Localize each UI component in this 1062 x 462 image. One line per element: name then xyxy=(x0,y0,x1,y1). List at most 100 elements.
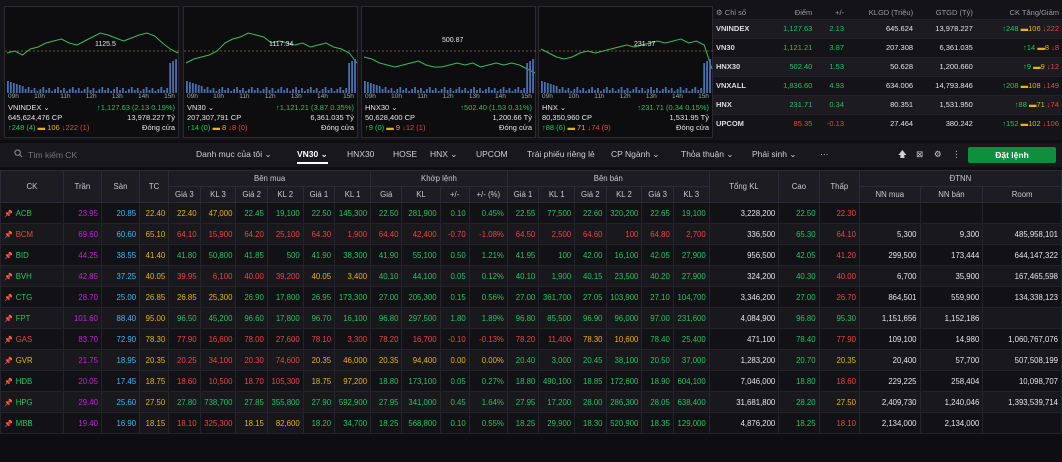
index-name[interactable]: VNINDEX ⌄ xyxy=(8,103,50,112)
bid-3-price[interactable]: 64.10 xyxy=(168,223,201,245)
bid-1-price[interactable]: 22.50 xyxy=(302,202,336,224)
tab-3[interactable]: HOSE xyxy=(393,149,418,159)
ask-2-price[interactable]: 42.00 xyxy=(574,244,607,266)
ask-2-price[interactable]: 22.60 xyxy=(574,202,607,224)
bid-2-price[interactable]: 64.20 xyxy=(235,223,268,245)
stock-code[interactable]: 📌 HDB xyxy=(0,370,64,392)
stock-row-bvh[interactable]: 📌 BVH 42.85 37.25 40.05 39.95 6,100 40.00 39,200… xyxy=(0,265,1062,287)
stock-row-gas[interactable]: 📌 GAS 83.70 72.90 78.30 77.90 16,600 78.00 27,60… xyxy=(0,328,1062,350)
ask-1-price[interactable]: 96.80 xyxy=(506,307,540,329)
index-row-vnindex[interactable]: VNINDEX 1,127.63 2.13 645.624 13,978.227 ↑248… xyxy=(713,18,1062,38)
stock-row-bid[interactable]: 📌 BID 44.25 38.55 41.40 41.80 50,800 41.85 500 41… xyxy=(0,244,1062,266)
mini-chart-hnx30[interactable]: 500.87 09h 10h 11h 12h 13h 14h 15h HNX30 ⌄ ↑502.4… xyxy=(361,6,537,138)
stock-code[interactable]: 📌 BVH xyxy=(0,265,64,287)
tab-0[interactable]: Danh mục của tôi ⌄ xyxy=(196,149,272,159)
bid-3-price[interactable]: 27.80 xyxy=(168,391,201,413)
export-icon[interactable]: ⊠ xyxy=(916,149,924,159)
ask-3-price[interactable]: 64.80 xyxy=(641,223,674,245)
pin-icon[interactable]: 📌 xyxy=(4,336,13,344)
bid-1-price[interactable]: 78.10 xyxy=(302,328,336,350)
stock-code[interactable]: 📌 MBB xyxy=(0,412,64,434)
bid-2-price[interactable]: 41.85 xyxy=(235,244,268,266)
ask-2-price[interactable]: 18.30 xyxy=(574,412,607,434)
bid-2-price[interactable]: 20.30 xyxy=(235,349,268,371)
bid-2-price[interactable]: 18.15 xyxy=(235,412,268,434)
ask-3-price[interactable]: 42.05 xyxy=(641,244,674,266)
mini-chart-vnindex[interactable]: 1125.5 09h 10h 11h 12h 13h 14h 15h VNINDEX ⌄ ↑1,1… xyxy=(4,6,180,138)
ask-1-price[interactable]: 40.10 xyxy=(506,265,540,287)
bid-2-price[interactable]: 78.00 xyxy=(235,328,268,350)
stock-code[interactable]: 📌 CTG xyxy=(0,286,64,308)
ask-2-price[interactable]: 28.00 xyxy=(574,391,607,413)
pin-icon[interactable]: 📌 xyxy=(4,357,13,365)
ask-3-price[interactable]: 27.10 xyxy=(641,286,674,308)
stock-row-hdb[interactable]: 📌 HDB 20.05 17.45 18.75 18.60 10,500 18.70 105,3… xyxy=(0,370,1062,392)
bid-2-price[interactable]: 26.90 xyxy=(235,286,268,308)
index-name[interactable]: HNX ⌄ xyxy=(542,103,567,112)
pin-icon[interactable]: 📌 xyxy=(4,231,13,239)
ask-1-price[interactable]: 27.95 xyxy=(506,391,540,413)
bid-1-price[interactable]: 26.95 xyxy=(302,286,336,308)
arrow-up-icon[interactable]: 🡅 xyxy=(898,149,907,159)
ask-3-price[interactable]: 78.40 xyxy=(641,328,674,350)
tab-10[interactable]: ··· xyxy=(820,149,829,159)
bid-3-price[interactable]: 26.85 xyxy=(168,286,201,308)
stock-row-ctg[interactable]: 📌 CTG 28.70 25.00 26.85 26.85 25,300 26.90 17,80… xyxy=(0,286,1062,308)
ask-2-price[interactable]: 27.05 xyxy=(574,286,607,308)
bid-1-price[interactable]: 18.75 xyxy=(302,370,336,392)
stock-row-gvr[interactable]: 📌 GVR 21.75 18.95 20.35 20.25 34,100 20.30 74,60… xyxy=(0,349,1062,371)
bid-3-price[interactable]: 96.50 xyxy=(168,307,201,329)
ask-2-price[interactable]: 64.60 xyxy=(574,223,607,245)
bid-1-price[interactable]: 41.90 xyxy=(302,244,336,266)
ask-1-price[interactable]: 41.95 xyxy=(506,244,540,266)
ask-2-price[interactable]: 18.85 xyxy=(574,370,607,392)
pin-icon[interactable]: 📌 xyxy=(4,378,13,386)
stock-code[interactable]: 📌 GVR xyxy=(0,349,64,371)
search-input[interactable]: Tìm kiếm CK xyxy=(28,149,78,160)
stock-code[interactable]: 📌 ACB xyxy=(0,202,64,224)
index-row-hnx30[interactable]: HNX30 502.40 1.53 50.628 1,200.660 ↑9 ▬9 ↓12 xyxy=(713,56,1062,76)
tab-5[interactable]: UPCOM xyxy=(476,149,508,159)
ask-2-price[interactable]: 20.45 xyxy=(574,349,607,371)
ask-1-price[interactable]: 64.50 xyxy=(506,223,540,245)
ask-2-price[interactable]: 78.30 xyxy=(574,328,607,350)
bid-3-price[interactable]: 20.25 xyxy=(168,349,201,371)
tab-9[interactable]: Phái sinh ⌄ xyxy=(752,149,797,159)
bid-2-price[interactable]: 22.45 xyxy=(235,202,268,224)
stock-row-acb[interactable]: 📌 ACB 23.95 20.85 22.40 22.40 47,000 22.45 19,10… xyxy=(0,202,1062,224)
bid-3-price[interactable]: 41.80 xyxy=(168,244,201,266)
search-box[interactable]: Tìm kiếm CK xyxy=(14,149,77,160)
ask-1-price[interactable]: 18.80 xyxy=(506,370,540,392)
ask-2-price[interactable]: 96.90 xyxy=(574,307,607,329)
ask-3-price[interactable]: 18.35 xyxy=(641,412,674,434)
index-row-vn30[interactable]: VN30 1,121.21 3.87 207.308 6,361.035 ↑14 ▬8 ↓… xyxy=(713,37,1062,57)
ask-3-price[interactable]: 22.65 xyxy=(641,202,674,224)
bid-1-price[interactable]: 18.20 xyxy=(302,412,336,434)
ask-3-price[interactable]: 40.20 xyxy=(641,265,674,287)
index-row-hnx[interactable]: HNX 231.71 0.34 80.351 1,531.950 ↑88 ▬71 ↓74 xyxy=(713,94,1062,114)
pin-icon[interactable]: 📌 xyxy=(4,273,13,281)
mini-chart-vn30[interactable]: 1117.34 09h 10h 11h 12h 13h 14h 15h VN30 ⌄ ↑1,121… xyxy=(183,6,359,138)
stock-row-mbb[interactable]: 📌 MBB 19.40 16.90 18.15 18.10 325,300 18.15 82,6… xyxy=(0,412,1062,434)
bid-3-price[interactable]: 18.60 xyxy=(168,370,201,392)
bid-3-price[interactable]: 77.90 xyxy=(168,328,201,350)
bid-3-price[interactable]: 18.10 xyxy=(168,412,201,434)
bid-2-price[interactable]: 40.00 xyxy=(235,265,268,287)
stock-row-fpt[interactable]: 📌 FPT 101.60 88.40 95.00 96.50 45,200 96.60 17,8… xyxy=(0,307,1062,329)
ask-1-price[interactable]: 78.20 xyxy=(506,328,540,350)
ask-1-price[interactable]: 18.25 xyxy=(506,412,540,434)
pin-icon[interactable]: 📌 xyxy=(4,315,13,323)
more-icon[interactable]: ⋮ xyxy=(952,149,961,159)
pin-icon[interactable]: 📌 xyxy=(4,294,13,302)
tab-7[interactable]: CP Ngành ⌄ xyxy=(611,149,660,159)
bid-2-price[interactable]: 96.60 xyxy=(235,307,268,329)
stock-code[interactable]: 📌 GAS xyxy=(0,328,64,350)
ask-3-price[interactable]: 97.00 xyxy=(641,307,674,329)
bid-3-price[interactable]: 22.40 xyxy=(168,202,201,224)
ask-1-price[interactable]: 20.40 xyxy=(506,349,540,371)
pin-icon[interactable]: 📌 xyxy=(4,252,13,260)
stock-row-bcm[interactable]: 📌 BCM 69.60 60.60 65.10 64.10 15,900 64.20 25,10… xyxy=(0,223,1062,245)
ask-3-price[interactable]: 28.05 xyxy=(641,391,674,413)
bid-1-price[interactable]: 20.35 xyxy=(302,349,336,371)
place-order-button[interactable]: Đặt lệnh xyxy=(968,147,1056,163)
